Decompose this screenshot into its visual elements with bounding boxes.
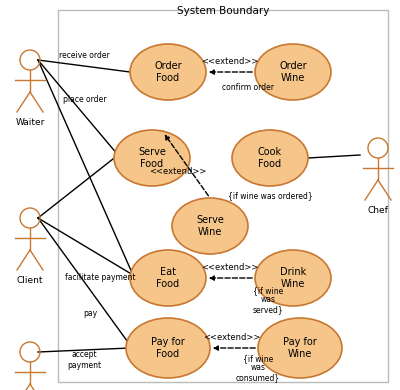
Text: {if wine was ordered}: {if wine was ordered} [228,191,312,200]
Text: Waiter: Waiter [15,118,45,127]
Ellipse shape [130,44,206,100]
Ellipse shape [255,250,331,306]
Text: Drink
Wine: Drink Wine [280,267,306,289]
Text: Serve
Food: Serve Food [138,147,166,169]
Ellipse shape [232,130,308,186]
Text: accept
payment: accept payment [67,350,101,370]
Text: facilitate payment: facilitate payment [65,273,135,282]
Text: Pay for
Wine: Pay for Wine [283,337,317,359]
Ellipse shape [172,198,248,254]
Text: Chef: Chef [368,206,388,215]
Text: <<extend>>: <<extend>> [149,167,207,177]
Text: Order
Wine: Order Wine [279,61,307,83]
Ellipse shape [130,250,206,306]
Ellipse shape [255,44,331,100]
Ellipse shape [258,318,342,378]
Text: <<extend>>: <<extend>> [201,264,259,273]
Text: Client: Client [17,276,43,285]
Text: {if wine
was
served}: {if wine was served} [253,286,283,314]
Ellipse shape [114,130,190,186]
Text: receive order: receive order [59,50,109,60]
Text: Cook
Food: Cook Food [258,147,282,169]
Text: {if wine
was
consumed}: {if wine was consumed} [236,354,280,382]
Text: Pay for
Food: Pay for Food [151,337,185,359]
Ellipse shape [126,318,210,378]
Text: place order: place order [63,96,107,105]
Text: pay: pay [83,308,97,317]
Text: <<extend>>: <<extend>> [203,333,261,342]
Text: <<extend>>: <<extend>> [201,57,259,67]
Text: Order
Food: Order Food [154,61,182,83]
FancyBboxPatch shape [58,10,388,382]
Text: System Boundary: System Boundary [177,6,269,16]
Text: Eat
Food: Eat Food [156,267,180,289]
Text: confirm order: confirm order [222,83,274,92]
Text: Serve
Wine: Serve Wine [196,215,224,237]
